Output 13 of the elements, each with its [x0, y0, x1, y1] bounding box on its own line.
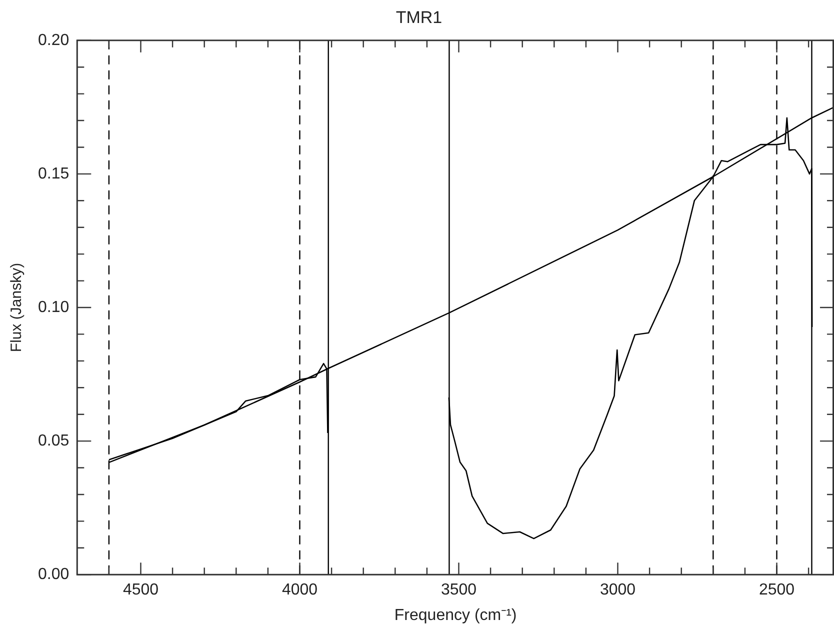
x-tick-label: 4500: [122, 582, 159, 599]
x-axis-title: Frequency (cm⁻¹): [394, 606, 517, 624]
y-tick-label: 0.20: [38, 32, 70, 49]
y-tick-label: 0.05: [38, 432, 70, 450]
y-tick-label: 0.10: [38, 298, 70, 316]
chart-title: TMR1: [396, 8, 442, 27]
x-tick-label: 4000: [282, 582, 318, 599]
x-tick-label: 2500: [758, 582, 795, 599]
y-tick-label: 0.15: [38, 165, 70, 182]
x-tick-label: 3000: [600, 582, 636, 599]
x-tick-label: 3500: [440, 582, 477, 599]
y-axis-title: Flux (Jansky): [8, 262, 26, 352]
y-tick-label: 0.00: [38, 566, 70, 584]
